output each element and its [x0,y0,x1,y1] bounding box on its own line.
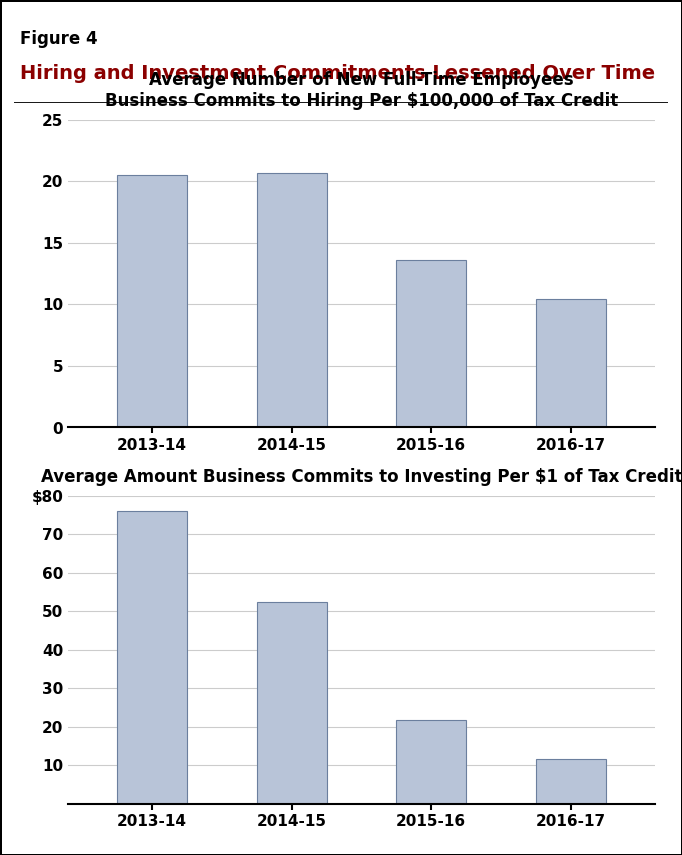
Bar [536,759,606,804]
Bar [256,173,327,428]
Bar [396,260,466,428]
Title: Average Number of New Full-Time Employees
Business Commits to Hiring Per $100,00: Average Number of New Full-Time Employee… [105,71,618,109]
Bar [536,299,606,428]
Bar [117,511,187,804]
Text: Figure 4: Figure 4 [20,30,98,48]
Bar [117,175,187,428]
Text: Hiring and Investment Commitments Lessened Over Time: Hiring and Investment Commitments Lessen… [20,64,655,83]
Bar [256,602,327,804]
Title: Average Amount Business Commits to Investing Per $1 of Tax Credit: Average Amount Business Commits to Inves… [41,468,682,486]
Bar [396,720,466,804]
